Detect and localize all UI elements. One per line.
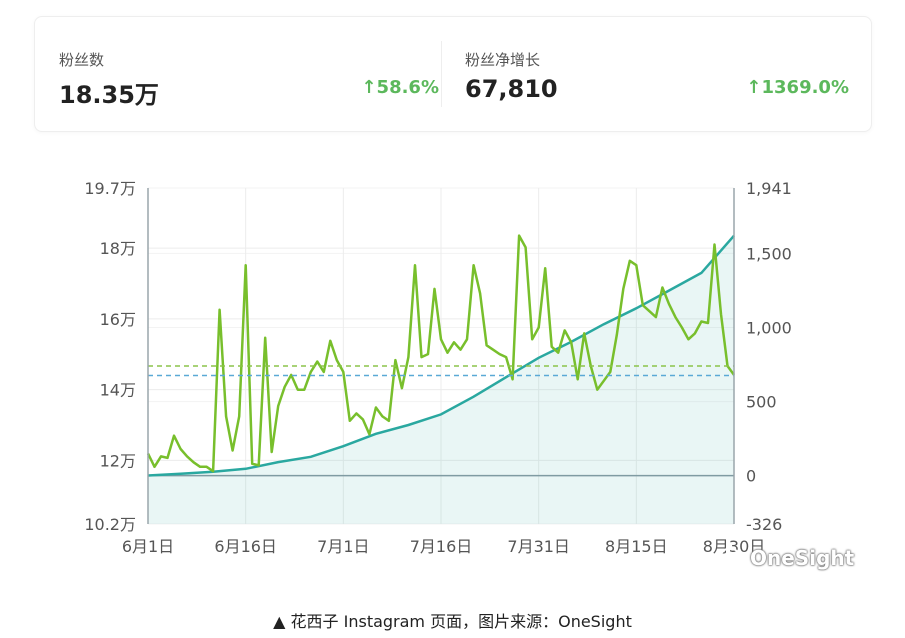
x-tick-label: 7月1日	[317, 537, 369, 556]
follower-chart: 19.7万 18万 16万 14万 12万 10.2万 1,941 1,500 1,000 500…	[0, 160, 905, 580]
x-tick-label: 8月30日	[703, 537, 766, 556]
net-growth-value: 67,810	[465, 75, 558, 103]
net-growth-change: ↑1369.0%	[746, 77, 849, 98]
onesight-watermark: OneSight	[720, 546, 854, 570]
followers-change: ↑58.6%	[361, 77, 439, 98]
y-left-tick-label: 10.2万	[84, 515, 136, 534]
followers-stat: 粉丝数 18.35万 ↑58.6%	[59, 17, 439, 131]
y-left-tick-label: 18万	[100, 239, 136, 258]
x-tick-label: 6月1日	[122, 537, 174, 556]
wechat-icon	[720, 547, 746, 568]
followers-value: 18.35万	[59, 81, 159, 109]
y-left-tick-label: 14万	[100, 381, 136, 400]
image-caption: ▲ 花西子 Instagram 页面，图片来源：OneSight	[273, 612, 632, 631]
y-right-tick-label: 500	[746, 393, 777, 412]
y-left-tick-label: 12万	[100, 451, 136, 470]
x-tick-label: 7月31日	[507, 537, 570, 556]
y-right-tick-label: 1,941	[746, 179, 792, 198]
net-growth-label: 粉丝净增长	[465, 51, 541, 69]
followers-change-value: 58.6%	[376, 77, 439, 98]
up-arrow-icon: ↑	[746, 77, 762, 98]
y-right-tick-label: -326	[746, 515, 782, 534]
x-tick-label: 7月16日	[410, 537, 473, 556]
daily-growth-line	[146, 234, 736, 473]
followers-line	[147, 234, 735, 477]
y-right-tick-label: 1,500	[746, 244, 792, 263]
x-tick-label: 8月15日	[605, 537, 668, 556]
x-tick-label: 6月16日	[214, 537, 277, 556]
y-right-tick-label: 1,000	[746, 318, 792, 337]
up-arrow-icon: ↑	[361, 77, 377, 98]
net-growth-stat: 粉丝净增长 67,810 ↑1369.0%	[465, 17, 849, 131]
stats-divider	[441, 41, 442, 107]
y-right-tick-label: 0	[746, 467, 756, 486]
y-left-tick-label: 16万	[100, 310, 136, 329]
followers-area	[148, 235, 734, 524]
stats-card: 粉丝数 18.35万 ↑58.6% 粉丝净增长 67,810 ↑1369.0%	[34, 16, 872, 132]
chart-svg: 19.7万 18万 16万 14万 12万 10.2万 1,941 1,500 1,000 500…	[84, 179, 792, 556]
watermark-text: OneSight	[750, 546, 855, 570]
followers-label: 粉丝数	[59, 51, 105, 69]
net-growth-change-value: 1369.0%	[761, 77, 850, 98]
y-left-tick-label: 19.7万	[84, 179, 136, 198]
